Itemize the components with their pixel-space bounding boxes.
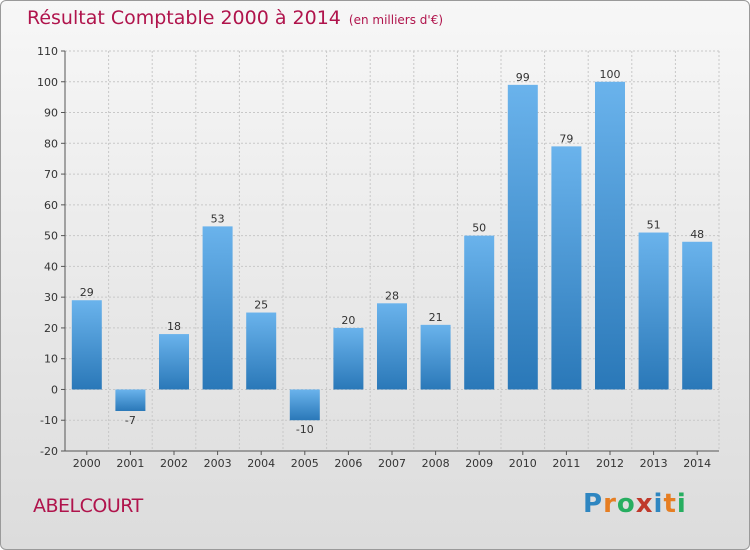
- data-label: 29: [80, 286, 94, 299]
- x-tick-label: 2001: [116, 457, 144, 470]
- y-tick-label: 40: [44, 260, 58, 273]
- data-label: 48: [690, 228, 704, 241]
- bar-2006[interactable]: [333, 327, 364, 390]
- logo-letter: i: [676, 489, 687, 519]
- x-tick-label: 2009: [465, 457, 493, 470]
- title-text: Résultat Comptable 2000 à 2014: [27, 7, 341, 29]
- data-label: 28: [385, 289, 399, 302]
- logo-letter: i: [653, 489, 664, 519]
- x-tick-label: 2012: [596, 457, 624, 470]
- x-tick-label: 2004: [247, 457, 275, 470]
- x-tick-label: 2002: [160, 457, 188, 470]
- x-tick-label: 2013: [640, 457, 668, 470]
- y-tick-label: -20: [40, 445, 58, 458]
- data-labels: 29 -7 18 53 25 -10 20 28 21 50 99 79 100 51 48: [80, 68, 704, 436]
- logo-letter: t: [663, 489, 677, 519]
- data-label: 79: [559, 132, 573, 145]
- bar-2001[interactable]: [115, 389, 146, 411]
- data-label: 99: [516, 71, 530, 84]
- x-tick-label: 2008: [422, 457, 450, 470]
- proxiti-logo[interactable]: Proxiti: [583, 489, 687, 519]
- y-tick-label: 100: [37, 76, 58, 89]
- bar-2007[interactable]: [377, 303, 407, 390]
- y-tick-label: 50: [44, 230, 58, 243]
- bar-2011[interactable]: [551, 146, 582, 390]
- bar-2009[interactable]: [464, 235, 495, 390]
- bar-2003[interactable]: [202, 226, 233, 390]
- y-tick-label: 80: [44, 137, 58, 150]
- bar-2014[interactable]: [682, 241, 713, 390]
- commune-name: ABELCOURT: [33, 495, 143, 517]
- y-tick-label: 20: [44, 322, 58, 335]
- logo-letter: r: [603, 489, 617, 519]
- bar-2013[interactable]: [638, 232, 669, 390]
- bar-2002[interactable]: [159, 334, 189, 390]
- logo-letter: o: [616, 489, 636, 519]
- x-tick-label: 2005: [291, 457, 319, 470]
- bar-2012[interactable]: [595, 81, 625, 390]
- bar-2010[interactable]: [507, 84, 538, 390]
- y-tick-label: 60: [44, 199, 58, 212]
- bar-2005[interactable]: [289, 389, 320, 421]
- data-label: 25: [254, 299, 268, 312]
- x-tick-label: 2006: [334, 457, 362, 470]
- data-label: 18: [167, 320, 181, 333]
- data-label: 20: [341, 314, 355, 327]
- bars: [71, 81, 713, 421]
- bar-2008[interactable]: [420, 324, 451, 390]
- x-tick-label: 2000: [73, 457, 101, 470]
- data-label: 100: [600, 68, 621, 81]
- data-label: -10: [296, 423, 314, 436]
- y-tick-label: 0: [51, 383, 58, 396]
- x-tick-label: 2011: [552, 457, 580, 470]
- data-label: 50: [472, 222, 486, 235]
- x-tick-label: 2003: [204, 457, 232, 470]
- x-tick-label: 2014: [683, 457, 711, 470]
- logo-letter: P: [583, 489, 604, 519]
- y-tick-label: 30: [44, 291, 58, 304]
- x-tick-label: 2010: [509, 457, 537, 470]
- y-tick-label: 10: [44, 353, 58, 366]
- chart-subtitle: (en milliers d'€): [348, 13, 444, 27]
- y-tick-label: -10: [40, 414, 58, 427]
- data-label: 51: [647, 219, 661, 232]
- y-tick-label: 110: [37, 45, 58, 58]
- y-tick-label: 70: [44, 168, 58, 181]
- x-tick-label: 2007: [378, 457, 406, 470]
- y-tick-label: 90: [44, 107, 58, 120]
- bar-2004[interactable]: [246, 312, 277, 390]
- chart-title: Résultat Comptable 2000 à 2014 (en millie…: [27, 7, 443, 29]
- data-label: 21: [429, 311, 443, 324]
- axes: -20 -10 0 10 20 30 40 50 60 70 80 90 100 110 2000 2001 2…: [37, 45, 719, 470]
- data-label: -7: [125, 414, 136, 427]
- data-label: 53: [211, 212, 225, 225]
- logo-letter: x: [635, 489, 654, 519]
- bar-2000[interactable]: [71, 300, 102, 390]
